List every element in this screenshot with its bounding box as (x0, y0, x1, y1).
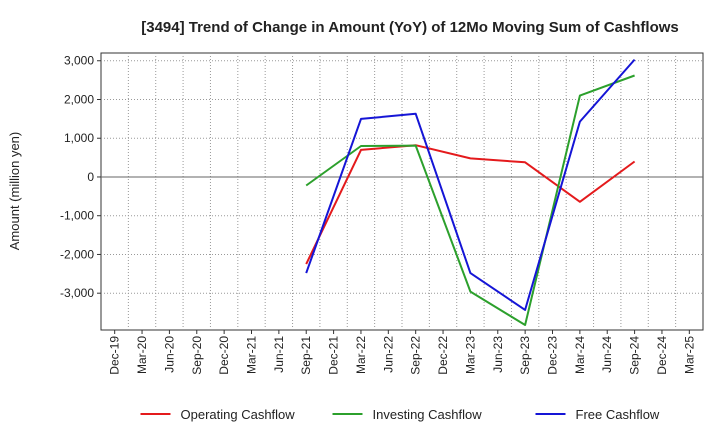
x-tick-label: Dec-24 (655, 336, 669, 375)
operating-cashflow-line (305, 144, 636, 265)
x-tick-label: Dec-19 (108, 336, 122, 375)
x-tick-label: Sep-23 (518, 336, 532, 375)
chart-title: [3494] Trend of Change in Amount (YoY) o… (141, 19, 679, 36)
x-tick-label: Mar-24 (573, 336, 587, 374)
legend-label-free-cashflow: Free Cashflow (576, 407, 660, 422)
investing-cashflow-line (305, 74, 635, 326)
y-tick-label: -1,000 (60, 209, 94, 223)
x-tick-label: Dec-23 (546, 336, 560, 375)
x-tick-label: Sep-20 (190, 336, 204, 375)
y-tick-label: 1,000 (64, 131, 94, 145)
legend-label-investing-cashflow: Investing Cashflow (373, 407, 483, 422)
y-tick-label: 0 (87, 170, 94, 184)
legend-label-operating-cashflow: Operating Cashflow (181, 407, 296, 422)
y-tick-label: -3,000 (60, 286, 94, 300)
x-tick-label: Mar-22 (354, 336, 368, 374)
x-tick-label: Mar-23 (463, 336, 477, 374)
x-tick-label: Jun-21 (272, 336, 286, 373)
x-tick-label: Mar-21 (245, 336, 259, 374)
x-tick-label: Jun-22 (381, 336, 395, 373)
free-cashflow-line (305, 58, 636, 311)
x-tick-label: Mar-25 (682, 336, 696, 374)
y-tick-label: -2,000 (60, 247, 94, 261)
y-tick-label: 2,000 (64, 92, 94, 106)
x-tick-label: Mar-20 (135, 336, 149, 374)
x-tick-label: Dec-20 (217, 336, 231, 375)
x-tick-label: Sep-24 (628, 336, 642, 375)
x-tick-label: Jun-24 (600, 336, 614, 373)
x-tick-label: Jun-20 (162, 336, 176, 373)
x-tick-label: Jun-23 (491, 336, 505, 373)
x-tick-label: Sep-22 (409, 336, 423, 375)
y-tick-label: 3,000 (64, 54, 94, 68)
x-tick-label: Dec-21 (327, 336, 341, 375)
x-tick-label: Sep-21 (299, 336, 313, 375)
x-tick-label: Dec-22 (436, 336, 450, 375)
y-axis-label: Amount (million yen) (7, 132, 22, 251)
